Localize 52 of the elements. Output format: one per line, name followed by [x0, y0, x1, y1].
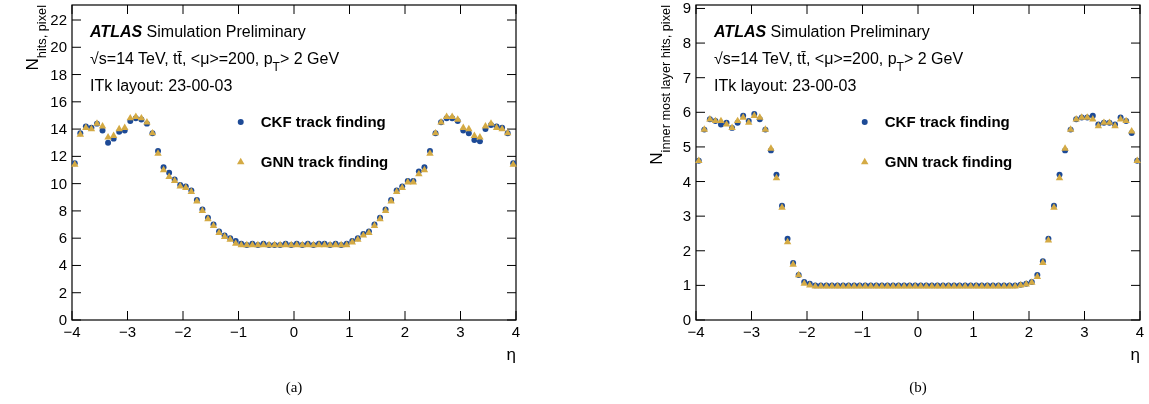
- legend-label: GNN track finding: [260, 153, 389, 170]
- annotation: ITk layout: 23-00-03: [90, 77, 233, 94]
- y-tick-label: 0: [682, 311, 691, 328]
- y-tick-label: 3: [682, 207, 691, 225]
- x-tick-label: −1: [853, 323, 872, 340]
- annotation: ITk layout: 23-00-03: [714, 77, 857, 94]
- y-tick-label: 5: [682, 137, 691, 155]
- legend-label: CKF track finding: [884, 113, 1010, 130]
- x-tick-label: −3: [118, 323, 137, 340]
- x-tick-label: −2: [798, 323, 816, 340]
- x-tick-label: 1: [969, 323, 978, 340]
- legend-label: GNN track finding: [884, 153, 1013, 170]
- x-tick-label: 1: [345, 323, 354, 340]
- y-tick-label: 4: [682, 172, 691, 190]
- y-tick-label: 7: [682, 68, 691, 86]
- y-tick-label: 2: [682, 241, 691, 259]
- y-tick-label: 6: [682, 103, 691, 121]
- y-tick-label: 4: [58, 256, 67, 274]
- x-tick-label: 3: [1080, 323, 1089, 340]
- y-tick-label: 10: [50, 174, 67, 192]
- x-tick-label: 3: [456, 323, 465, 340]
- annotation: ATLAS Simulation Preliminary: [89, 23, 306, 40]
- x-tick-label: −3: [742, 323, 761, 340]
- y-tick-label: 14: [50, 120, 67, 138]
- annotation: √s=14 TeV, tt̄, <μ>=200, p$_{T}$> 2 GeV: [714, 50, 964, 74]
- y-tick-label: 0: [58, 311, 67, 328]
- text: (a): [285, 379, 303, 396]
- x-tick-label: −1: [229, 323, 248, 340]
- x-tick-label: 0: [913, 323, 923, 340]
- annotation: √s=14 TeV, tt̄, <μ>=200, p$_{T}$> 2 GeV: [90, 50, 340, 74]
- y-tick-label: 16: [50, 92, 67, 110]
- x-axis-title: η: [1130, 345, 1140, 364]
- y-tick-label: 8: [58, 201, 67, 219]
- x-tick-label: 4: [511, 323, 521, 340]
- y-tick-label: 22: [50, 11, 67, 28]
- y-tick-label: 20: [50, 38, 67, 56]
- y-tick-label: 8: [682, 34, 691, 52]
- y-tick-label: 9: [682, 0, 691, 17]
- annotation: ATLAS Simulation Preliminary: [713, 23, 930, 40]
- y-tick-label: 18: [50, 65, 67, 83]
- text: (b): [909, 379, 927, 396]
- x-tick-label: 2: [400, 323, 410, 340]
- y-tick-label: 6: [58, 229, 67, 247]
- y-tick-label: 2: [58, 283, 67, 301]
- x-tick-label: 2: [1024, 323, 1034, 340]
- x-tick-label: −2: [174, 323, 192, 340]
- x-tick-label: 4: [1135, 323, 1145, 340]
- x-axis-title: η: [506, 345, 516, 364]
- legend-label: CKF track finding: [260, 113, 386, 130]
- y-tick-label: 1: [682, 276, 691, 294]
- x-tick-label: 0: [289, 323, 299, 340]
- y-tick-label: 12: [50, 147, 67, 165]
